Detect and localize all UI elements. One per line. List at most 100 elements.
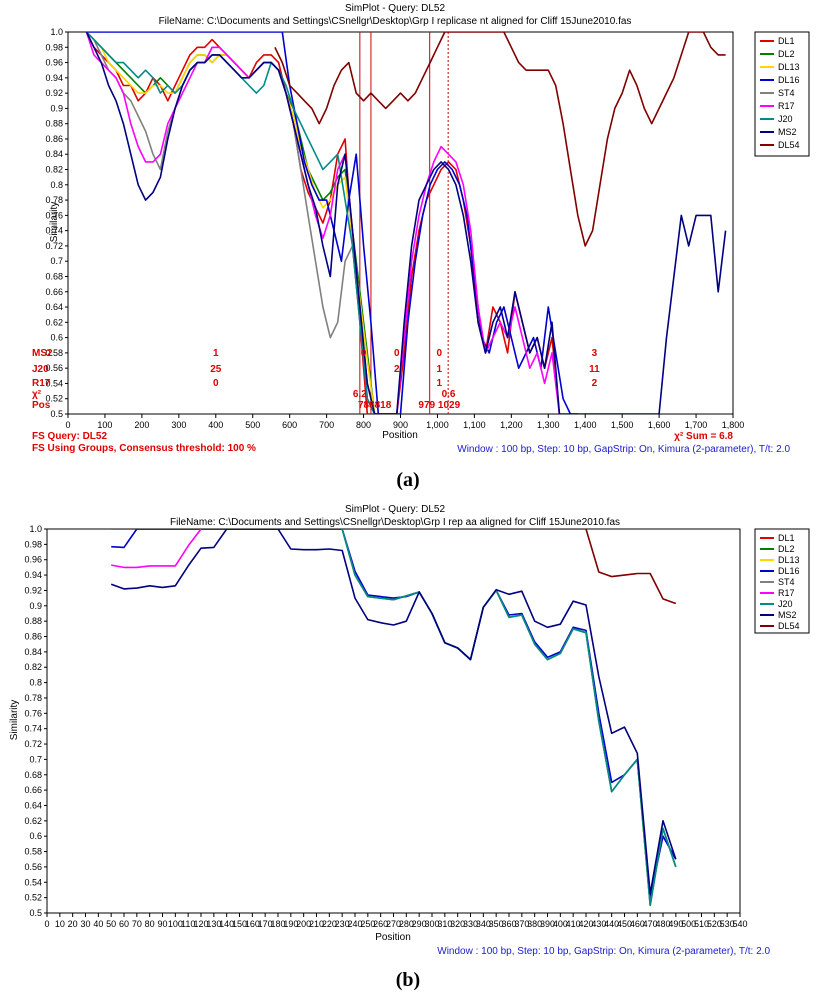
legend-label: DL16: [778, 566, 800, 576]
x-tick-label: 170: [258, 919, 273, 929]
chart-b-subtitle: FileName: C:\Documents and Settings\CSne…: [170, 517, 620, 528]
x-tick-label: 240: [347, 919, 362, 929]
legend-label: DL1: [778, 36, 795, 46]
y-tick-label: 0.54: [45, 378, 63, 388]
x-tick-label: 320: [450, 919, 465, 929]
y-tick-label: 0.96: [45, 58, 63, 68]
y-tick-label: 0.7: [29, 754, 42, 764]
y-tick-label: 0.74: [45, 226, 63, 236]
site-row-value: 3: [592, 348, 598, 359]
x-tick-label: 460: [630, 919, 645, 929]
y-tick-label: 0.58: [24, 847, 42, 857]
legend-label: DL2: [778, 49, 795, 59]
site-row-label: R17: [32, 378, 51, 389]
site-row-label: J20: [32, 364, 49, 375]
site-row-value: 2: [592, 378, 598, 389]
x-tick-label: 500: [681, 919, 696, 929]
y-tick-label: 0.9: [50, 103, 63, 113]
x-tick-label: 230: [335, 919, 350, 929]
x-tick-label: 900: [393, 420, 408, 430]
x-tick-label: 200: [134, 420, 149, 430]
legend-label: J20: [778, 114, 793, 124]
y-tick-label: 0.9: [29, 601, 42, 611]
legend-label: R17: [778, 588, 795, 598]
x-tick-label: 130: [206, 919, 221, 929]
y-tick-label: 0.62: [24, 816, 42, 826]
x-tick-label: 0: [65, 420, 70, 430]
site-row-value: 0: [361, 348, 367, 359]
chart-panel-a: SimPlot - Query: DL52 FileName: C:\Docum…: [32, 3, 810, 491]
series-line-r17: [111, 529, 202, 569]
legend-label: DL54: [778, 140, 800, 150]
y-tick-label: 0.74: [24, 724, 42, 734]
series-line-dl16: [86, 32, 578, 414]
y-tick-label: 0.66: [24, 785, 42, 795]
chart-b-y-axis: 0.5 0.52 0.54 0.56 0.58 0.6 0.62 0.64 0.66 0.68 0.…: [24, 524, 47, 918]
legend-label: DL13: [778, 62, 800, 72]
chart-a-plot-area: [67, 31, 734, 415]
x-tick-label: 540: [732, 919, 747, 929]
site-row-value: 0: [394, 348, 400, 359]
y-tick-label: 0.92: [24, 585, 42, 595]
x-tick-label: 410: [566, 919, 581, 929]
x-tick-label: 430: [591, 919, 606, 929]
y-tick-label: 0.86: [45, 134, 63, 144]
x-tick-label: 40: [93, 919, 103, 929]
site-row-value: 0: [437, 348, 443, 359]
y-tick-label: 0.66: [45, 287, 63, 297]
x-tick-label: 160: [245, 919, 260, 929]
y-tick-label: 0.8: [29, 678, 42, 688]
x-tick-label: 280: [399, 919, 414, 929]
x-tick-label: 400: [553, 919, 568, 929]
x-tick-label: 220: [322, 919, 337, 929]
y-tick-label: 0.88: [45, 119, 63, 129]
y-tick-label: 0.98: [45, 42, 63, 52]
series-line-ms2: [85, 32, 727, 414]
chart-a-breakpoint-lines: [359, 32, 449, 414]
x-tick-label: 190: [283, 919, 298, 929]
y-tick-label: 0.6: [50, 333, 63, 343]
y-tick-label: 0.52: [45, 394, 63, 404]
site-row-value: 788818: [358, 400, 392, 411]
y-tick-label: 0.54: [24, 877, 42, 887]
site-row-value: 6.2: [353, 389, 367, 400]
x-tick-label: 530: [720, 919, 735, 929]
x-tick-label: 210: [309, 919, 324, 929]
y-tick-label: 0.92: [45, 88, 63, 98]
x-tick-label: 490: [668, 919, 683, 929]
y-tick-label: 0.84: [45, 149, 63, 159]
chart-a-y-axis: 0.5 0.52 0.54 0.56 0.58 0.6 0.62 0.64 0.66 0.68 0.…: [45, 27, 68, 419]
x-tick-label: 30: [80, 919, 90, 929]
x-tick-label: 1,600: [648, 420, 671, 430]
y-tick-label: 0.82: [24, 662, 42, 672]
x-tick-label: 250: [360, 919, 375, 929]
legend-label: MS2: [778, 127, 797, 137]
y-tick-label: 0.64: [24, 800, 42, 810]
site-row-value: 0: [213, 378, 219, 389]
x-tick-label: 420: [578, 919, 593, 929]
x-tick-label: 470: [643, 919, 658, 929]
y-tick-label: 0.7: [50, 256, 63, 266]
site-row-label: χ²: [32, 389, 42, 400]
caption-a: (a): [396, 469, 419, 491]
chart-b-series-group: [110, 529, 677, 907]
y-tick-label: 0.52: [24, 893, 42, 903]
chart-a-fs-groups: FS Using Groups, Consensus threshold: 10…: [32, 443, 256, 454]
x-tick-label: 700: [319, 420, 334, 430]
x-tick-label: 20: [68, 919, 78, 929]
x-tick-label: 400: [208, 420, 223, 430]
y-tick-label: 0.84: [24, 647, 42, 657]
chart-b-title: SimPlot - Query: DL52: [345, 504, 445, 515]
x-tick-label: 80: [145, 919, 155, 929]
chart-a-xlabel: Position: [382, 430, 418, 441]
x-tick-label: 120: [193, 919, 208, 929]
x-tick-label: 330: [463, 919, 478, 929]
y-tick-label: 0.78: [24, 693, 42, 703]
y-tick-label: 0.68: [24, 770, 42, 780]
legend-label: DL2: [778, 544, 795, 554]
y-tick-label: 0.6: [29, 831, 42, 841]
series-line-dl54: [274, 32, 726, 247]
y-tick-label: 0.94: [24, 570, 42, 580]
y-tick-label: 0.76: [24, 708, 42, 718]
